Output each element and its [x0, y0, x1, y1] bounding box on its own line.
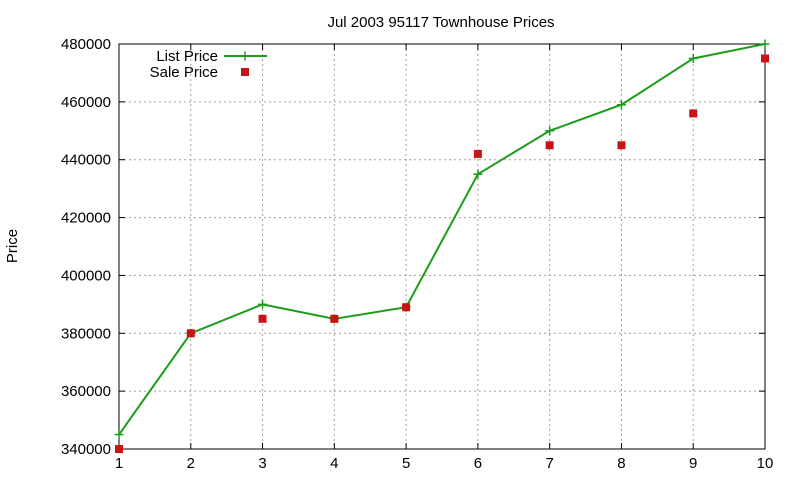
y-tick-label: 400000: [61, 267, 111, 284]
x-tick-label: 4: [330, 455, 338, 472]
x-tick-label: 9: [689, 455, 697, 472]
data-point: [760, 39, 770, 49]
data-point: [688, 53, 698, 63]
x-tick-label: 1: [115, 455, 123, 472]
y-tick-label: 440000: [61, 152, 111, 169]
plot-frame: [118, 43, 766, 450]
series-0: [114, 39, 770, 440]
x-tick-label: 8: [617, 455, 625, 472]
y-tick-label: 360000: [61, 383, 111, 400]
ticks-layer: 1 2 3 4 5 6 7 8 9 10 340000 360000 380000 400000 42000…: [61, 36, 773, 472]
data-point: [761, 54, 769, 63]
x-tick-label: 2: [187, 455, 195, 472]
y-tick-label: 420000: [61, 210, 111, 227]
series-line: [118, 43, 766, 436]
series-layer: [114, 39, 770, 453]
data-point: [617, 141, 626, 150]
data-point: [115, 445, 123, 453]
chart-title: Jul 2003 95117 Townhouse Prices: [327, 14, 554, 31]
data-point: [186, 329, 195, 338]
x-tick-label: 7: [545, 455, 553, 472]
x-tick-label: 5: [402, 455, 410, 472]
y-tick-label: 340000: [61, 441, 111, 458]
data-point: [258, 299, 268, 309]
legend-label: Sale Price: [150, 64, 218, 81]
data-point: [258, 314, 267, 323]
y-tick-label: 460000: [61, 94, 111, 111]
data-point: [616, 100, 626, 110]
y-tick-label: 380000: [61, 325, 111, 342]
data-point: [473, 169, 483, 179]
x-tick-label: 6: [474, 455, 482, 472]
y-tick-label: 480000: [61, 36, 111, 53]
legend-label: List Price: [156, 48, 218, 65]
grid-layer: [119, 44, 765, 449]
data-point: [545, 126, 555, 136]
data-point: [330, 314, 339, 323]
x-tick-label: 10: [757, 455, 774, 472]
data-point: [402, 303, 411, 312]
legend-point-swatch: [240, 51, 250, 61]
y-axis-title: Price: [4, 229, 21, 263]
data-point: [473, 149, 482, 158]
data-point: [689, 109, 698, 118]
data-point: [545, 141, 554, 150]
data-point: [114, 430, 124, 440]
x-tick-label: 3: [258, 455, 266, 472]
series-1: [115, 54, 769, 453]
legend-point-swatch: [241, 68, 249, 76]
